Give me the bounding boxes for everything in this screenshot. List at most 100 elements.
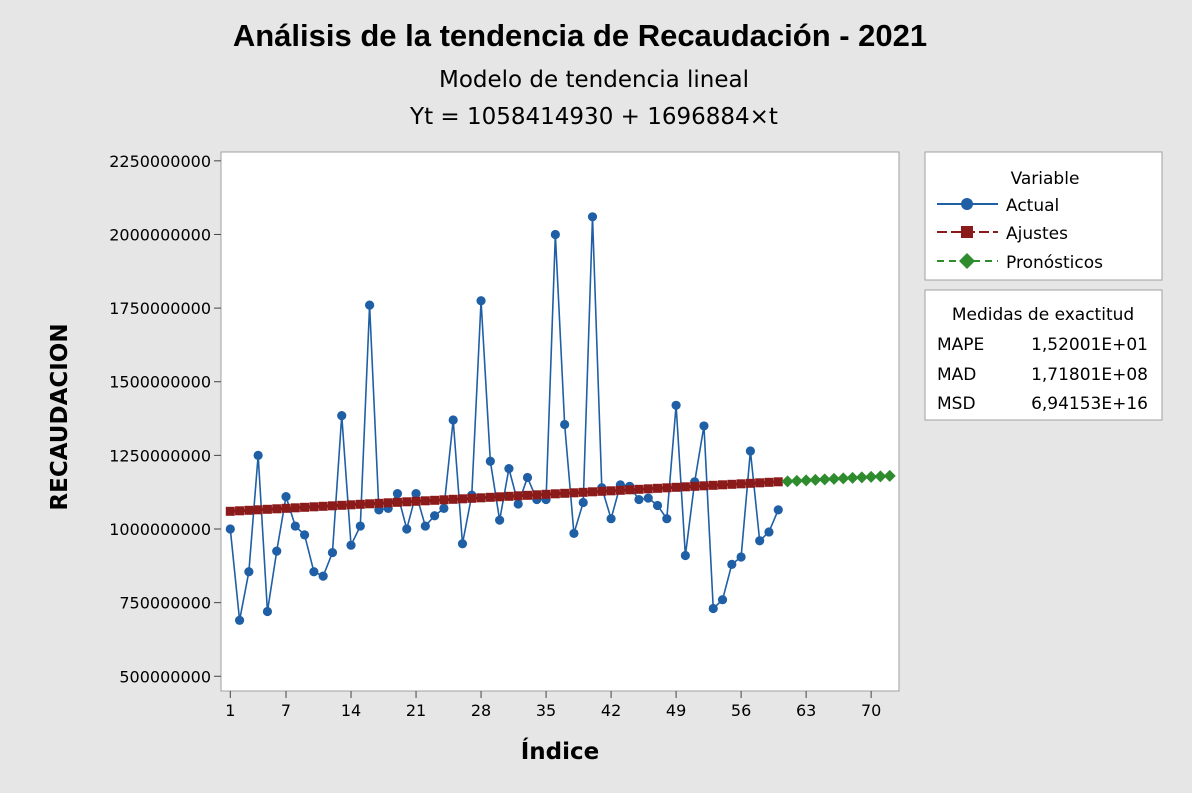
legend-ajustes-marker — [961, 226, 973, 238]
accuracy-mad-value: 1,71801E+08 — [1031, 365, 1148, 385]
actual-data-point — [225, 524, 235, 534]
actual-data-point — [745, 446, 755, 456]
ajustes-data-point — [420, 496, 430, 506]
legend-pronosticos-marker — [959, 253, 975, 269]
actual-data-point — [764, 527, 774, 537]
ajustes-data-point — [309, 502, 319, 512]
actual-data-point — [671, 400, 681, 410]
actual-data-point — [439, 503, 449, 513]
actual-data-point — [662, 514, 672, 524]
pronosticos-data-point — [865, 470, 878, 483]
y-tick-label: 2000000000 — [109, 225, 211, 244]
actual-data-point — [708, 603, 718, 614]
ajustes-data-point — [764, 477, 774, 487]
ajustes-data-point — [383, 498, 393, 508]
legend-ajustes-label: Ajustes — [1006, 224, 1068, 244]
y-tick-label: 1250000000 — [109, 446, 211, 465]
ajustes-data-point — [300, 502, 310, 512]
x-axis-label: Índice — [521, 737, 600, 765]
actual-data-point — [476, 296, 486, 306]
actual-data-point — [560, 419, 570, 430]
ajustes-data-point — [504, 491, 514, 501]
ajustes-data-point — [532, 490, 542, 500]
ajustes-data-point — [253, 505, 263, 515]
ajustes-data-point — [653, 483, 663, 493]
accuracy-mad-label: MAD — [937, 365, 976, 385]
ajustes-data-point — [448, 494, 458, 504]
accuracy-mape-value: 1,52001E+01 — [1031, 335, 1148, 355]
actual-data-point — [327, 547, 338, 558]
ajustes-data-point — [690, 481, 700, 491]
y-tick-label: 1750000000 — [109, 299, 211, 318]
ajustes-data-point — [392, 497, 402, 507]
ajustes-data-point — [476, 493, 486, 503]
accuracy-title: Medidas de exactitud — [952, 305, 1134, 325]
actual-data-point — [773, 505, 783, 515]
ajustes-data-point — [541, 489, 551, 499]
x-tick-label: 14 — [341, 701, 361, 720]
ajustes-data-point — [355, 499, 365, 509]
ajustes-data-point — [625, 485, 635, 495]
ajustes-data-point — [560, 488, 570, 498]
x-axis: 1 7 14 21 28 35 42 49 56 63 70 — [225, 691, 881, 720]
y-tick-label: 1000000000 — [109, 520, 211, 539]
ajustes-data-point — [643, 484, 653, 494]
actual-data-point — [755, 536, 765, 546]
x-tick-label: 63 — [796, 701, 816, 720]
ajustes-data-point — [745, 478, 755, 488]
ajustes-data-point — [327, 501, 337, 511]
ajustes-data-point — [318, 501, 328, 511]
pronosticos-data-point — [874, 470, 887, 483]
ajustes-data-point — [662, 483, 672, 493]
pronosticos-data-point — [855, 471, 868, 484]
actual-data-point — [234, 615, 245, 625]
actual-data-point — [253, 450, 263, 460]
actual-data-point — [318, 571, 328, 581]
actual-data-point — [652, 500, 663, 511]
actual-data-point — [299, 530, 310, 540]
ajustes-data-point — [290, 503, 300, 513]
actual-data-point — [355, 521, 365, 531]
x-tick-label: 7 — [281, 701, 291, 720]
series-layer — [225, 212, 896, 625]
pronosticos-data-point — [818, 473, 831, 486]
actual-data-point — [495, 515, 505, 525]
accuracy-table: Medidas de exactitud MAPE 1,52001E+01 MA… — [924, 289, 1163, 421]
ajustes-data-point — [588, 487, 598, 497]
actual-data-point — [309, 567, 319, 577]
y-axis: 500000000 750000000 1000000000 1250000000 15… — [109, 152, 221, 686]
ajustes-data-point — [411, 496, 421, 506]
legend-variable: Variable Actual Ajustes Pronósticos — [924, 151, 1163, 281]
actual-data-point — [569, 528, 579, 539]
actual-data-point — [717, 595, 728, 605]
x-tick-label: 28 — [471, 701, 491, 720]
ajustes-data-point — [402, 497, 412, 507]
ajustes-data-point — [262, 504, 272, 514]
ajustes-data-point — [727, 479, 737, 489]
actual-data-point — [448, 415, 458, 425]
x-tick-label: 21 — [406, 701, 426, 720]
ajustes-data-point — [718, 480, 728, 490]
actual-data-point — [513, 499, 523, 509]
x-tick-label: 42 — [601, 701, 621, 720]
y-axis-label: RECAUDACION — [47, 323, 73, 510]
actual-data-point — [244, 567, 254, 577]
ajustes-data-point — [457, 494, 467, 504]
pronosticos-data-point — [809, 473, 822, 486]
chart-subtitle: Modelo de tendencia lineal — [439, 67, 749, 93]
ajustes-data-point — [671, 482, 681, 492]
ajustes-data-point — [615, 485, 625, 495]
ajustes-data-point — [569, 488, 579, 498]
ajustes-data-point — [680, 482, 690, 492]
ajustes-data-point — [235, 506, 245, 516]
chart-title: Análisis de la tendencia de Recaudación … — [233, 18, 927, 53]
ajustes-data-point — [736, 479, 746, 489]
actual-data-point — [606, 514, 616, 524]
ajustes-data-point — [439, 495, 449, 505]
ajustes-data-point — [522, 490, 532, 500]
y-tick-label: 1500000000 — [109, 373, 211, 392]
ajustes-data-point — [346, 500, 356, 510]
x-tick-label: 35 — [536, 701, 556, 720]
actual-data-point — [262, 606, 273, 617]
